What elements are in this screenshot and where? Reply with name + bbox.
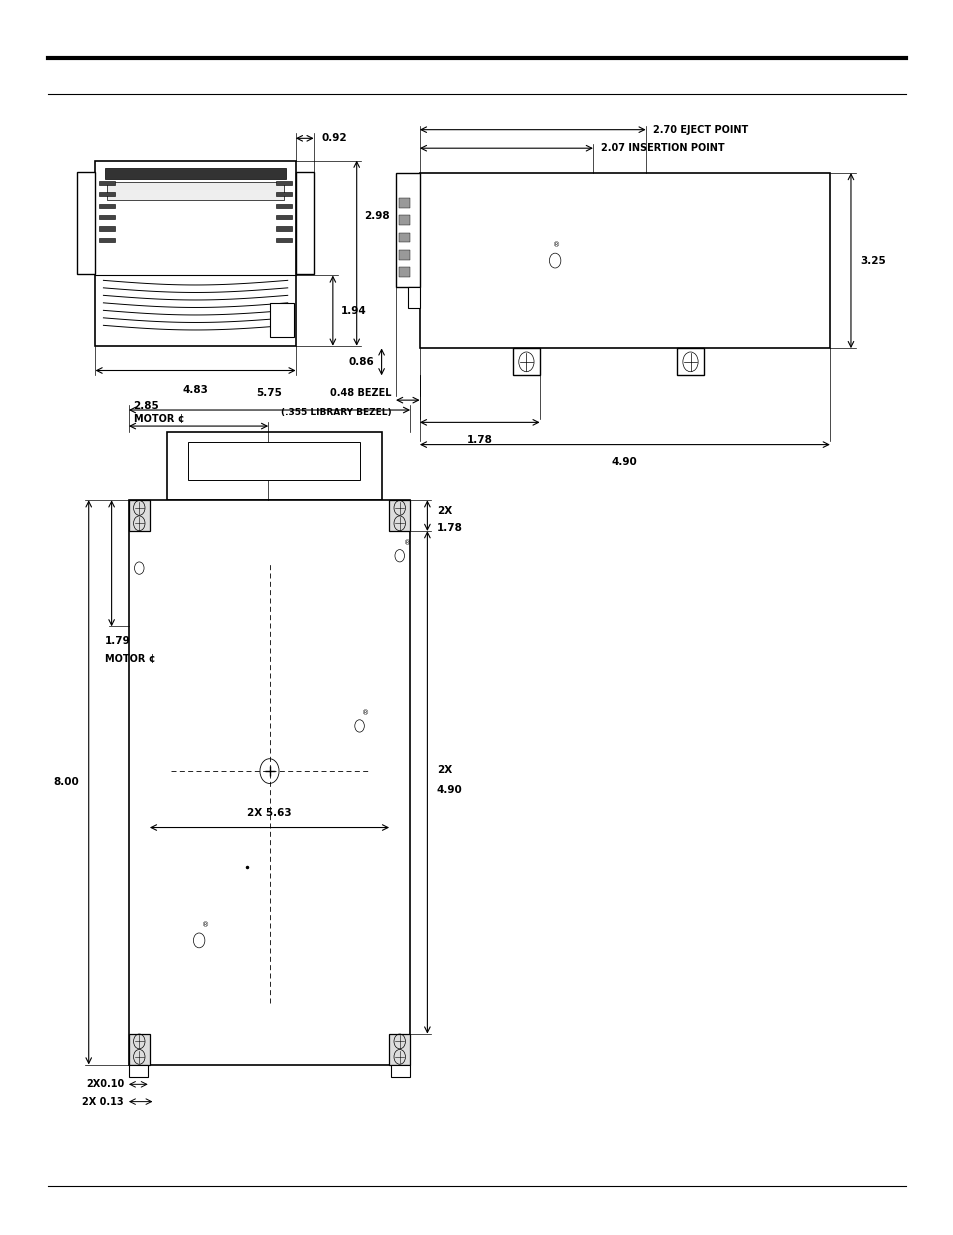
Bar (99, 215, 115, 219)
Bar (99, 204, 115, 207)
Bar (275, 204, 292, 207)
Bar (391, 1065, 410, 1077)
Bar (398, 249, 410, 259)
Bar (398, 267, 410, 277)
Text: (.355 LIBRARY BEZEL): (.355 LIBRARY BEZEL) (280, 408, 391, 417)
Text: 3.25: 3.25 (860, 256, 885, 266)
Bar (275, 215, 292, 219)
Text: ®: ® (202, 923, 209, 927)
Bar (129, 1065, 148, 1077)
Bar (99, 193, 115, 196)
Text: 2X: 2X (436, 505, 452, 516)
Text: MOTOR ¢: MOTOR ¢ (105, 653, 155, 663)
Text: 2.07 INSERTION POINT: 2.07 INSERTION POINT (600, 143, 723, 153)
Bar (677, 348, 703, 375)
Bar (95, 161, 295, 346)
Bar (275, 226, 292, 231)
Bar (275, 180, 292, 184)
Text: 2X: 2X (436, 764, 452, 776)
Bar (389, 500, 410, 531)
Text: ®: ® (404, 540, 411, 546)
Bar (99, 180, 115, 184)
Text: 1.79: 1.79 (105, 636, 131, 646)
Bar (398, 232, 410, 242)
Bar (419, 173, 829, 348)
Text: 5.75: 5.75 (256, 388, 282, 398)
Text: 4.90: 4.90 (436, 784, 462, 795)
Text: 8.00: 8.00 (53, 777, 79, 788)
Bar (129, 500, 410, 1065)
Bar (395, 173, 419, 287)
Text: 2.70 EJECT POINT: 2.70 EJECT POINT (653, 125, 748, 135)
Bar (189, 442, 360, 480)
Text: ®: ® (553, 242, 560, 248)
Text: 2X 5.63: 2X 5.63 (247, 808, 292, 818)
Bar (295, 172, 314, 274)
Text: 1.94: 1.94 (340, 305, 366, 316)
Bar (275, 238, 292, 242)
Text: 4.90: 4.90 (612, 457, 637, 467)
Text: 0.48 BEZEL: 0.48 BEZEL (330, 388, 391, 398)
Bar (99, 226, 115, 231)
Bar (105, 168, 286, 179)
Text: 0.86: 0.86 (348, 357, 374, 367)
Bar (270, 304, 294, 337)
Text: 2.98: 2.98 (364, 211, 390, 221)
Bar (398, 215, 410, 225)
Bar (513, 348, 539, 375)
Bar (99, 238, 115, 242)
Bar (129, 1034, 150, 1065)
Text: 0.92: 0.92 (321, 133, 347, 143)
Text: 2.85: 2.85 (133, 401, 159, 411)
Bar (129, 500, 150, 531)
Bar (275, 193, 292, 196)
Bar (389, 1034, 410, 1065)
Text: 4.83: 4.83 (182, 385, 209, 395)
Bar (167, 432, 381, 500)
Text: MOTOR ¢: MOTOR ¢ (133, 414, 184, 424)
Bar (77, 172, 95, 274)
Text: 1.78: 1.78 (466, 435, 492, 445)
Bar (108, 182, 283, 200)
Text: 1.78: 1.78 (436, 522, 462, 534)
Bar (398, 198, 410, 207)
Text: 2X0.10: 2X0.10 (86, 1079, 124, 1089)
Text: ®: ® (362, 710, 369, 716)
Text: 2X 0.13: 2X 0.13 (82, 1097, 124, 1107)
Bar (407, 287, 419, 308)
